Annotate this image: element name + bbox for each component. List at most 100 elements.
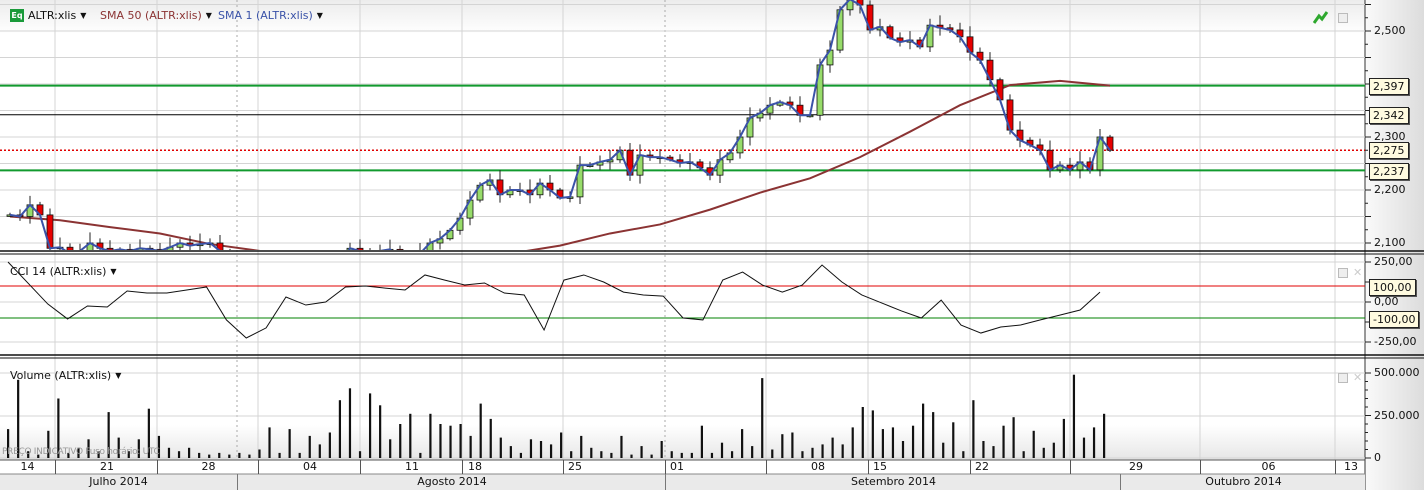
candle-up[interactable] (267, 270, 273, 272)
maximize-pane-icon[interactable] (1338, 13, 1348, 23)
cci-pane[interactable] (0, 261, 1365, 339)
volume-bar (57, 398, 60, 458)
volume-bar (258, 449, 261, 458)
symbol-legend[interactable]: Eq ALTR:xlis ▼ (10, 9, 86, 22)
volume-bar (881, 429, 884, 458)
volume-bar (198, 452, 201, 458)
candle-down[interactable] (216, 242, 224, 251)
volume-bar (338, 400, 342, 458)
date-label: 11 (360, 460, 463, 474)
volume-bar (1042, 447, 1045, 458)
volume-bar (137, 439, 140, 458)
candle-down[interactable] (156, 248, 164, 251)
volume-bar (328, 432, 331, 458)
candle-down[interactable] (247, 264, 253, 269)
volume-bar (429, 413, 432, 458)
volume-bar (348, 388, 352, 458)
equity-icon: Eq (10, 9, 24, 22)
candle-up[interactable] (297, 270, 303, 272)
volume-bar (781, 434, 784, 458)
volume-bar (911, 425, 915, 458)
volume-bar (1002, 425, 1005, 458)
sma1-legend[interactable]: SMA 1 (ALTR:xlis) ▼ (218, 9, 323, 22)
date-label: 15 (868, 460, 891, 474)
volume-bar (952, 422, 955, 458)
volume-bar (1052, 442, 1055, 458)
volume-bar (871, 410, 874, 458)
volume-bar (177, 451, 181, 458)
sma1-label: SMA 1 (ALTR:xlis) (218, 9, 313, 22)
volume-bar (680, 452, 683, 458)
caret-down-icon[interactable]: ▼ (115, 371, 122, 380)
volume-bar (811, 447, 814, 458)
price-tag-green-line: 2,397 (1369, 78, 1409, 95)
volume-bar (449, 425, 452, 458)
volume-bar (379, 405, 382, 458)
price-axis-label: 2,200 (1374, 183, 1406, 196)
volume-pane[interactable] (7, 374, 1106, 458)
cci-axis-label: 250,00 (1374, 255, 1413, 268)
volume-bar (730, 451, 734, 458)
volume-bar (1072, 374, 1076, 458)
date-label: 21 (55, 460, 158, 474)
candle-down[interactable] (396, 248, 404, 259)
cci-legend[interactable]: CCI 14 (ALTR:xlis) ▼ (10, 265, 117, 278)
volume-bar (147, 408, 150, 458)
candle-up[interactable] (277, 270, 283, 272)
volume-bar (87, 439, 90, 458)
volume-bar (37, 454, 40, 458)
volume-legend[interactable]: Volume (ALTR:xlis) ▼ (10, 369, 121, 382)
candle-up[interactable] (307, 270, 313, 272)
price-tag-black-line: 2,342 (1369, 107, 1409, 124)
volume-bar (1062, 418, 1065, 458)
volume-bar (1092, 427, 1096, 458)
caret-down-icon[interactable]: ▼ (110, 267, 117, 276)
volume-bar (479, 403, 482, 458)
volume-bar (97, 451, 100, 458)
trend-chart-icon[interactable] (1313, 10, 1329, 24)
volume-bar (590, 447, 593, 458)
caret-down-icon[interactable]: ▼ (80, 11, 87, 20)
price-pane[interactable] (0, 0, 1365, 278)
volume-bar (459, 424, 462, 458)
candle-up[interactable] (846, 0, 854, 11)
volume-bar (851, 427, 854, 458)
candle-up[interactable] (317, 270, 323, 272)
close-pane-icon[interactable]: ✕ (1353, 371, 1363, 384)
volume-bar (861, 407, 864, 458)
candle-up[interactable] (287, 270, 293, 272)
volume-bar (17, 379, 20, 458)
close-pane-icon[interactable]: ✕ (1353, 266, 1363, 279)
volume-bar (560, 432, 563, 458)
candle-down[interactable] (66, 246, 74, 253)
sma1-line (9, 0, 1111, 250)
volume-bar (1103, 413, 1106, 458)
candle-up[interactable] (337, 264, 343, 269)
volume-bar (761, 378, 764, 458)
volume-bar (640, 446, 643, 458)
volume-bar (821, 444, 824, 458)
volume-bar (519, 452, 523, 458)
date-label: 04 (258, 460, 361, 474)
volume-bar (962, 451, 965, 458)
volume-bar (248, 454, 251, 458)
volume-axis-label: 0 (1374, 451, 1381, 464)
maximize-pane-icon[interactable] (1338, 268, 1348, 278)
volume-bar (992, 446, 995, 458)
candle-down[interactable] (237, 256, 243, 264)
sma50-legend[interactable]: SMA 50 (ALTR:xlis) ▼ (100, 9, 212, 22)
candle-up[interactable] (417, 254, 423, 265)
candle-down[interactable] (126, 248, 134, 251)
volume-bar (107, 412, 110, 458)
month-label: Julho 2014 (89, 475, 148, 488)
maximize-pane-icon[interactable] (1338, 373, 1348, 383)
volume-bar (932, 412, 935, 458)
caret-down-icon[interactable]: ▼ (205, 11, 212, 20)
volume-bar (791, 432, 794, 458)
volume-bar (127, 451, 130, 458)
candle-up[interactable] (327, 270, 333, 272)
caret-down-icon[interactable]: ▼ (316, 11, 323, 20)
cci-line (7, 261, 1101, 339)
volume-bar (238, 452, 241, 458)
